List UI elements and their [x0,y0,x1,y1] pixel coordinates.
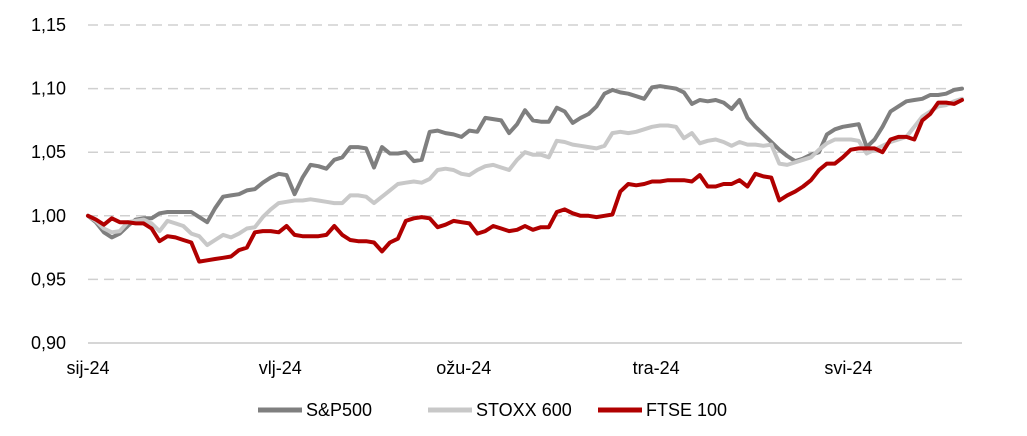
y-tick-label: 1,15 [31,15,66,35]
y-axis-ticks: 0,90 0,95 1,00 1,05 1,10 1,15 [31,15,66,353]
legend-label-ftse-100: FTSE 100 [646,400,727,420]
legend: S&P500 STOXX 600 FTSE 100 [258,400,727,420]
legend-label-s-p500: S&P500 [306,400,372,420]
legend-label-stoxx-600: STOXX 600 [476,400,572,420]
x-tick-label: sij-24 [66,358,109,378]
y-tick-label: 0,90 [31,333,66,353]
y-tick-label: 1,05 [31,142,66,162]
y-tick-label: 1,00 [31,206,66,226]
series-line-stoxx-600 [86,96,964,248]
series-lines [86,84,964,264]
x-tick-label: ožu-24 [436,358,491,378]
series-line-ftse-100 [86,98,964,264]
y-tick-label: 0,95 [31,269,66,289]
x-tick-label: vlj-24 [259,358,302,378]
y-tick-label: 1,10 [31,79,66,99]
x-axis-ticks: sij-24 vlj-24 ožu-24 tra-24 svi-24 [66,358,872,378]
x-tick-label: tra-24 [633,358,680,378]
x-tick-label: svi-24 [824,358,872,378]
